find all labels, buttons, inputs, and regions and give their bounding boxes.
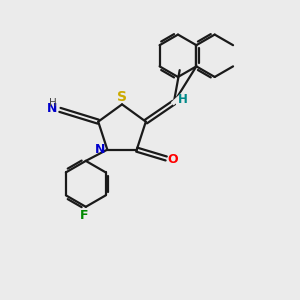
Text: N: N: [46, 102, 57, 115]
Text: S: S: [117, 90, 127, 104]
Text: H: H: [49, 98, 56, 108]
Text: H: H: [178, 93, 188, 106]
Text: F: F: [80, 208, 88, 222]
Text: O: O: [167, 153, 178, 167]
Text: N: N: [95, 143, 105, 156]
